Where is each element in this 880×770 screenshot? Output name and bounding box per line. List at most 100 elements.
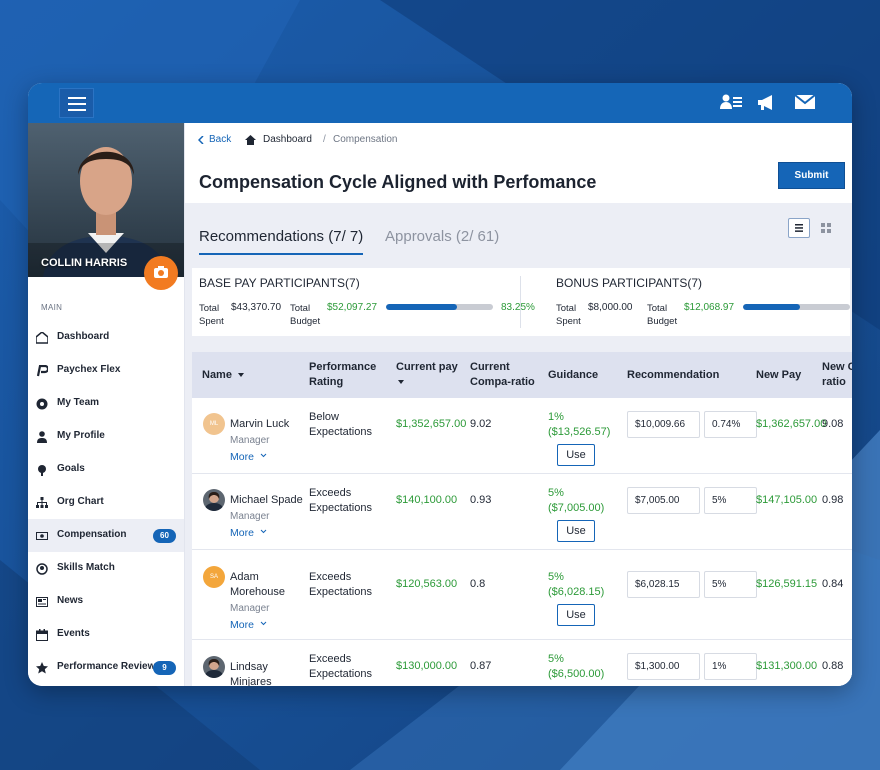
breadcrumb-link[interactable]: Dashboard — [263, 134, 312, 145]
back-icon[interactable] — [198, 136, 204, 144]
list-view-toggle[interactable] — [788, 218, 810, 238]
new-compa-ratio: 9.08 — [822, 417, 844, 430]
sort-caret — [398, 380, 404, 385]
progress-fill — [386, 304, 457, 310]
use-button[interactable]: Use — [557, 444, 595, 466]
avatar-photo — [203, 489, 225, 511]
use-button[interactable]: Use — [557, 520, 595, 542]
summary-value: $43,370.70 — [231, 302, 282, 313]
progress-label: 83.25% — [501, 302, 535, 313]
column-title: Recommendation — [627, 368, 720, 381]
announcement-icon[interactable] — [757, 94, 777, 111]
avatar: ML — [203, 413, 225, 435]
column-header: New Compa-ratio — [822, 360, 852, 390]
summary-title: BASE PAY PARTICIPANTS(7) — [199, 276, 360, 290]
table-row: SA Adam Morehouse Manager More Exceeds Expec… — [192, 550, 852, 640]
summary-value: $12,068.97 — [684, 302, 735, 313]
camera-button[interactable] — [144, 256, 178, 290]
nav-item[interactable]: My Profile — [28, 420, 184, 453]
nav-icon — [36, 398, 48, 410]
nav-item[interactable]: Goals — [28, 453, 184, 486]
column-header: New Pay — [756, 368, 818, 383]
grid-view-toggle[interactable] — [821, 223, 831, 233]
nav-icon — [37, 431, 47, 443]
summary-label: Total Budget — [647, 303, 678, 327]
current-pay: $140,100.00 — [396, 493, 458, 506]
performance-rating: Exceeds Expectations — [309, 571, 372, 598]
column-header[interactable]: Current pay — [396, 360, 466, 390]
table-header: Name Performance Rating Current pay Current… — [192, 352, 852, 398]
nav-icon — [38, 465, 46, 476]
nav-item[interactable]: Events — [28, 618, 184, 651]
more-link[interactable]: More — [230, 525, 306, 542]
nav-item[interactable]: Compensation 60 — [28, 519, 184, 552]
back-link[interactable]: Back — [209, 134, 232, 145]
name-cell: Adam Morehouse Manager More — [230, 570, 306, 634]
employee-name: Lindsay Minjares — [230, 660, 272, 687]
column-header: Guidance — [548, 368, 618, 383]
new-pay: $1,362,657.00 — [756, 417, 827, 430]
recommendation-percent-input[interactable]: 0.74% — [704, 410, 757, 438]
nav-icon — [36, 532, 48, 540]
app-window: COLLIN HARRIS MAIN Dashboard Paychex Flex… — [28, 83, 852, 686]
employee-name: Adam Morehouse — [230, 570, 286, 598]
compa-ratio: 0.87 — [470, 659, 492, 672]
recommendation-input[interactable]: $7,005.00 — [627, 486, 700, 514]
nav-icon — [36, 365, 48, 377]
nav-icon — [36, 563, 48, 575]
nav-item[interactable]: News — [28, 585, 184, 618]
recommendation-input[interactable]: $6,028.15 — [627, 570, 700, 598]
current-pay: $130,000.00 — [396, 659, 458, 672]
current-pay: $1,352,657.00 — [396, 417, 467, 430]
summary-label: Total Budget — [290, 303, 321, 327]
use-button[interactable]: Use — [557, 604, 595, 626]
name-cell: Marvin Luck Manager More — [230, 417, 306, 466]
recommendation-input[interactable]: $10,009.66 — [627, 410, 700, 438]
more-label: More — [230, 450, 254, 463]
recommendation-percent-input[interactable]: 5% — [704, 570, 757, 598]
nav-item[interactable]: Paychex Flex — [28, 354, 184, 387]
compa-ratio: 0.8 — [470, 577, 486, 590]
more-link[interactable]: More — [230, 617, 306, 634]
submit-button[interactable]: Submit — [778, 162, 845, 189]
tab-active[interactable]: Recommendations (7/ 7) — [199, 228, 364, 245]
profile-name: COLLIN HARRIS — [41, 257, 128, 269]
column-title: New Pay — [756, 368, 802, 381]
avatar-initials: ML — [209, 421, 219, 427]
nav-item[interactable]: Org Chart — [28, 486, 184, 519]
nav-label: Goals — [57, 463, 85, 474]
nav-badge: 60 — [153, 529, 176, 543]
progress-bar — [386, 304, 493, 310]
nav-item[interactable]: Performance Reviews 9 — [28, 651, 184, 684]
column-title: Current pay — [396, 361, 458, 373]
recommendation-percent-input[interactable]: 1% — [704, 652, 757, 680]
nav-item[interactable]: Dashboard — [28, 321, 184, 354]
table-row: ML Marvin Luck Manager More Below Expectatio… — [192, 398, 852, 474]
column-title: Performance Rating — [309, 361, 377, 388]
summary-label: Total Spent — [199, 303, 224, 327]
page-title: Compensation Cycle Aligned with Perfoman… — [199, 172, 597, 192]
recommendation-input[interactable]: $1,300.00 — [627, 652, 700, 680]
avatar-photo — [203, 656, 225, 678]
recommendation-percent-input[interactable]: 5% — [704, 486, 757, 514]
nav-badge: 9 — [153, 661, 176, 675]
nav-icon — [36, 597, 48, 607]
menu-button[interactable] — [59, 88, 94, 118]
more-link[interactable]: More — [230, 449, 306, 466]
column-header: Current Compa-ratio — [470, 360, 548, 390]
chevron — [260, 621, 267, 625]
nav-item[interactable]: Skills Match — [28, 552, 184, 585]
new-compa-ratio: 0.84 — [822, 577, 844, 590]
top-bar — [28, 83, 852, 123]
new-pay: $126,591.15 — [756, 577, 818, 590]
nav-label: My Profile — [57, 430, 105, 441]
people-icon[interactable] — [720, 94, 742, 110]
tab[interactable]: Approvals (2/ 61) — [385, 228, 500, 245]
chevron — [260, 453, 267, 457]
sidebar: COLLIN HARRIS MAIN Dashboard Paychex Flex… — [28, 123, 185, 686]
nav-label: News — [57, 595, 84, 606]
column-header[interactable]: Name — [202, 368, 292, 383]
nav-item[interactable]: My Team — [28, 387, 184, 420]
mail-icon[interactable] — [795, 94, 815, 110]
new-compa-ratio: 0.88 — [822, 659, 844, 672]
